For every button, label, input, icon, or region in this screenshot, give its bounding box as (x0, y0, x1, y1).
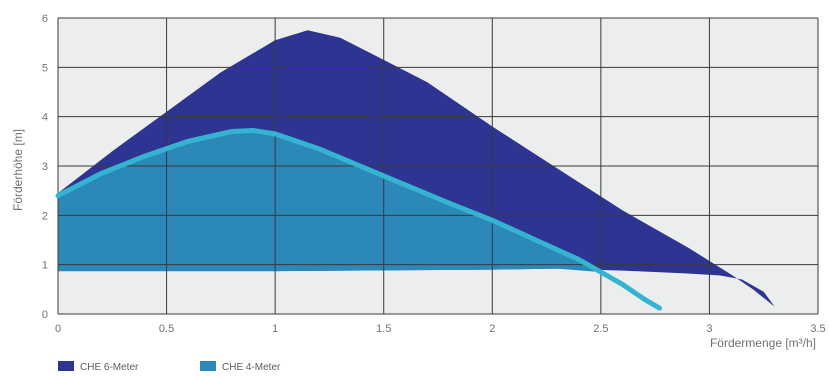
x-tick-2: 2 (489, 323, 495, 335)
y-tick-6: 6 (42, 13, 48, 25)
y-tick-1: 1 (42, 260, 48, 272)
series-fills (58, 30, 775, 309)
legend-swatch-che-4-meter (200, 361, 216, 371)
legend-label-che-6-meter: CHE 6-Meter (80, 362, 139, 373)
x-tick-2-5: 2.5 (593, 323, 608, 335)
area-che-4-meter (58, 130, 660, 309)
x-tick-3: 3 (706, 323, 712, 335)
x-tick-1: 1 (272, 323, 278, 335)
x-tick-0-5: 0.5 (159, 323, 174, 335)
x-tick-1-5: 1.5 (376, 323, 391, 335)
x-tick-3-5: 3.5 (810, 323, 825, 335)
y-tick-3: 3 (42, 161, 48, 173)
legend-label-che-4-meter: CHE 4-Meter (222, 362, 281, 373)
legend-swatch-che-6-meter (58, 361, 74, 371)
y-tick-5: 5 (42, 62, 48, 74)
line-che-4-meter (55, 128, 662, 311)
x-axis-label: Fördermenge [m³/h] (710, 336, 816, 350)
tick-labels: 0 0.5 1 1.5 2 2.5 3 3.5 0 1 2 3 4 5 6 (42, 13, 826, 335)
y-tick-4: 4 (42, 112, 48, 124)
y-tick-2: 2 (42, 210, 48, 222)
x-tick-0: 0 (55, 323, 61, 335)
y-axis-label: Förderhöhe [m] (11, 129, 25, 211)
series-lines (55, 128, 662, 311)
y-tick-0: 0 (42, 309, 48, 321)
legend: CHE 6-Meter CHE 4-Meter (58, 361, 281, 373)
grid-lines (57, 17, 819, 315)
